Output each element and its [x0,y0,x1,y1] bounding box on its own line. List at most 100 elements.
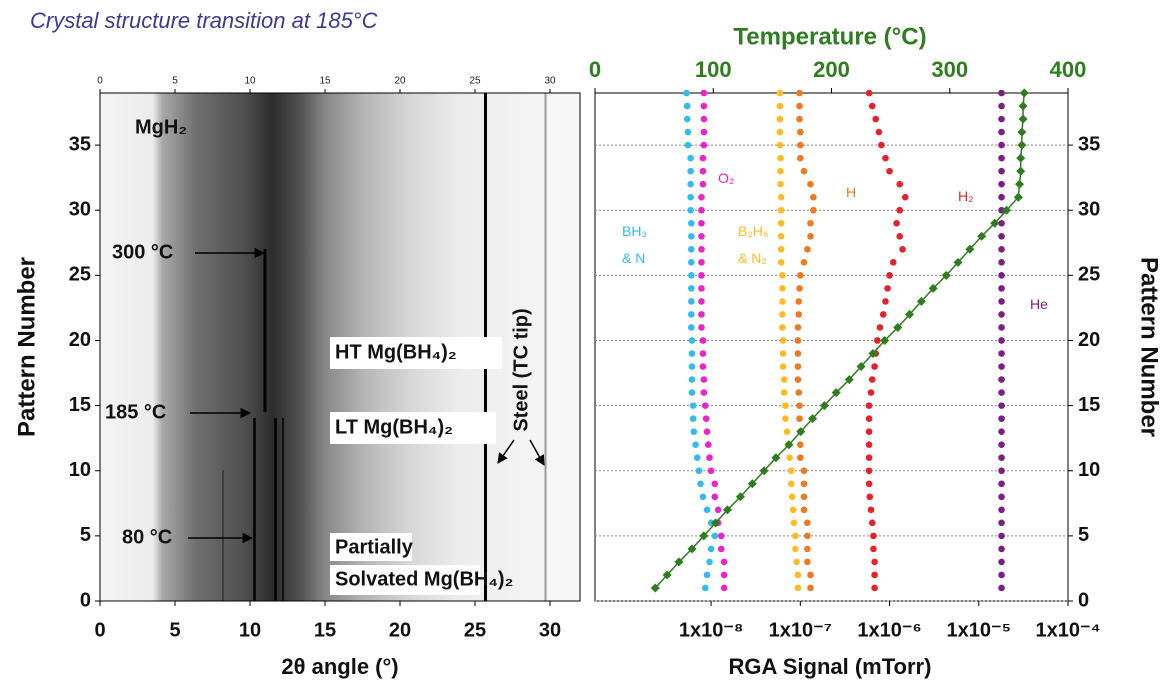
x2-tick-label: 300 [931,57,968,82]
dot [865,415,873,422]
dot [782,402,789,409]
dot [868,102,876,110]
dot [794,350,802,357]
label-box [330,533,412,561]
x-top-tick-label: 10 [244,76,256,87]
y-tick-label: 30 [69,199,91,221]
arrow [529,439,545,466]
dot [998,324,1005,331]
dot [867,506,875,514]
dot [797,141,804,149]
dot [998,363,1005,370]
y-tick-label: 0 [1078,589,1089,611]
series-label: He [1030,296,1048,312]
dot [901,193,909,201]
dot [776,128,784,136]
dot [998,428,1005,435]
dot [688,376,696,383]
dot [787,480,795,488]
dot [804,246,811,253]
dot [777,206,785,214]
dot [690,428,698,435]
dot [998,102,1005,110]
dot [687,246,695,253]
dot [794,571,802,579]
dot [796,402,803,409]
dot [711,532,719,540]
dot [867,389,875,396]
x-tick-label: 30 [539,619,561,641]
dot [720,584,728,592]
dot [707,467,715,475]
dot [792,545,799,553]
x-tick-label: 0 [94,619,105,641]
diamond-marker [819,401,829,411]
dot [717,545,725,553]
diamond-marker [687,544,697,554]
x-tick-label: 1x10⁻⁷ [769,619,832,641]
series-label: B₂H₆ & N₂ [738,223,769,266]
dot [700,89,708,97]
dot [896,180,904,188]
dot [998,193,1005,201]
dot [698,206,705,214]
dot [777,232,785,240]
diamond-marker [990,218,1000,228]
dot [794,376,802,383]
dot [720,558,728,566]
dot [687,232,695,240]
dot [884,285,891,292]
dot [800,506,808,514]
dot [782,415,789,422]
dot [698,298,705,305]
dot [700,102,708,110]
diamond-marker [747,479,757,489]
annotation: 185 °C [105,401,166,423]
dot [998,272,1005,279]
x-tick-label: 1x10⁻⁵ [947,619,1011,641]
dot [998,389,1005,396]
y-tick-label: 30 [1078,199,1100,221]
dot [687,167,694,175]
diamond-marker [1013,192,1023,202]
diamond-marker [711,518,721,528]
dot [875,128,883,136]
dot [807,571,814,579]
y-tick-label: 5 [80,524,91,546]
dot [865,428,873,435]
dot [865,480,873,488]
diamond-marker [1017,140,1027,150]
dot [796,415,803,422]
dot [703,506,711,514]
dot [800,480,808,488]
dot [776,115,784,123]
dot [698,246,705,253]
dot [878,141,885,149]
dot [706,558,713,566]
dot [706,454,713,462]
dot [807,219,814,227]
series-label: H [846,184,857,200]
dot [707,519,715,527]
dot [683,89,690,97]
annotation: Partially [335,536,414,558]
dot [866,493,874,501]
diamond-marker [977,231,987,241]
dot [717,532,725,540]
diamond-marker [1015,179,1025,189]
dot [796,89,803,97]
dot [998,519,1005,527]
dot [871,363,878,370]
dot [796,102,803,110]
dot [699,363,707,370]
dot [998,545,1005,553]
dot [882,298,889,305]
diamond-marker [662,570,672,580]
dot [998,246,1005,253]
dot [701,402,709,409]
y-tick-label: 25 [1078,264,1100,286]
dot [998,154,1005,162]
dot [998,337,1005,344]
diamond-marker [699,531,709,541]
